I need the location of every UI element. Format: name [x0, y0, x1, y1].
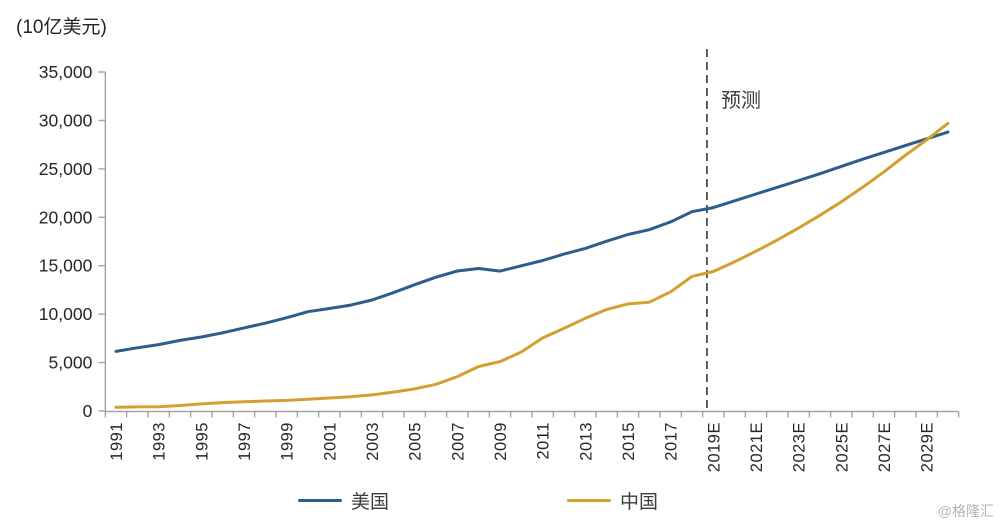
legend-label-china: 中国 [620, 492, 659, 513]
x-axis-tick-label: 2017 [663, 422, 681, 461]
china-line-swatch [567, 498, 611, 503]
x-axis-tick-label: 2001 [321, 422, 339, 461]
x-axis-tick-label: 2015 [620, 422, 638, 461]
y-axis-tick-label: 25,000 [39, 159, 93, 179]
forecast-label: 预测 [721, 90, 761, 112]
y-axis-tick-label: 15,000 [39, 256, 93, 276]
x-axis-tick-label: 2013 [577, 422, 595, 461]
legend-item-china: 中国 [567, 487, 658, 514]
china-gdp-line [114, 121, 950, 409]
x-axis-tick-label: 2027E [876, 422, 894, 472]
watermark: @格隆汇 [937, 503, 994, 519]
y-axis-tick-label: 0 [83, 401, 93, 421]
x-axis-tick-label: 2003 [364, 422, 382, 461]
x-axis-tick-label: 2025E [833, 422, 851, 472]
legend: 美国 中国 [0, 487, 978, 514]
x-axis-tick-label: 2023E [791, 422, 809, 472]
us-gdp-line [114, 130, 950, 353]
y-axis-tick-label: 10,000 [39, 304, 93, 324]
y-axis-tick-label: 5,000 [49, 353, 93, 373]
us-line-swatch [297, 498, 342, 503]
legend-item-us: 美国 [297, 487, 389, 514]
y-axis-unit-label: (10亿美元) [16, 17, 107, 38]
x-axis-tick-label: 2007 [449, 422, 467, 461]
x-axis-tick-label: 1999 [279, 422, 297, 461]
x-axis-tick-label: 1993 [151, 422, 169, 461]
x-axis-tick-label: 2019E [705, 422, 723, 472]
y-axis-tick-label: 20,000 [39, 207, 93, 227]
y-axis-tick-label: 35,000 [39, 62, 93, 82]
x-axis-tick-label: 1997 [236, 422, 254, 461]
y-axis-tick-label: 30,000 [39, 110, 93, 130]
x-axis-tick-label: 2021E [748, 422, 766, 472]
x-axis-tick-label: 1991 [108, 422, 126, 461]
x-axis-tick-label: 2009 [492, 422, 510, 461]
x-axis-tick-label: 2029E [919, 422, 937, 472]
x-axis-tick-label: 2005 [407, 422, 425, 461]
legend-label-us: 美国 [350, 492, 389, 513]
x-axis-tick-label: 1995 [193, 422, 211, 461]
x-axis-tick-label: 2011 [535, 422, 553, 459]
